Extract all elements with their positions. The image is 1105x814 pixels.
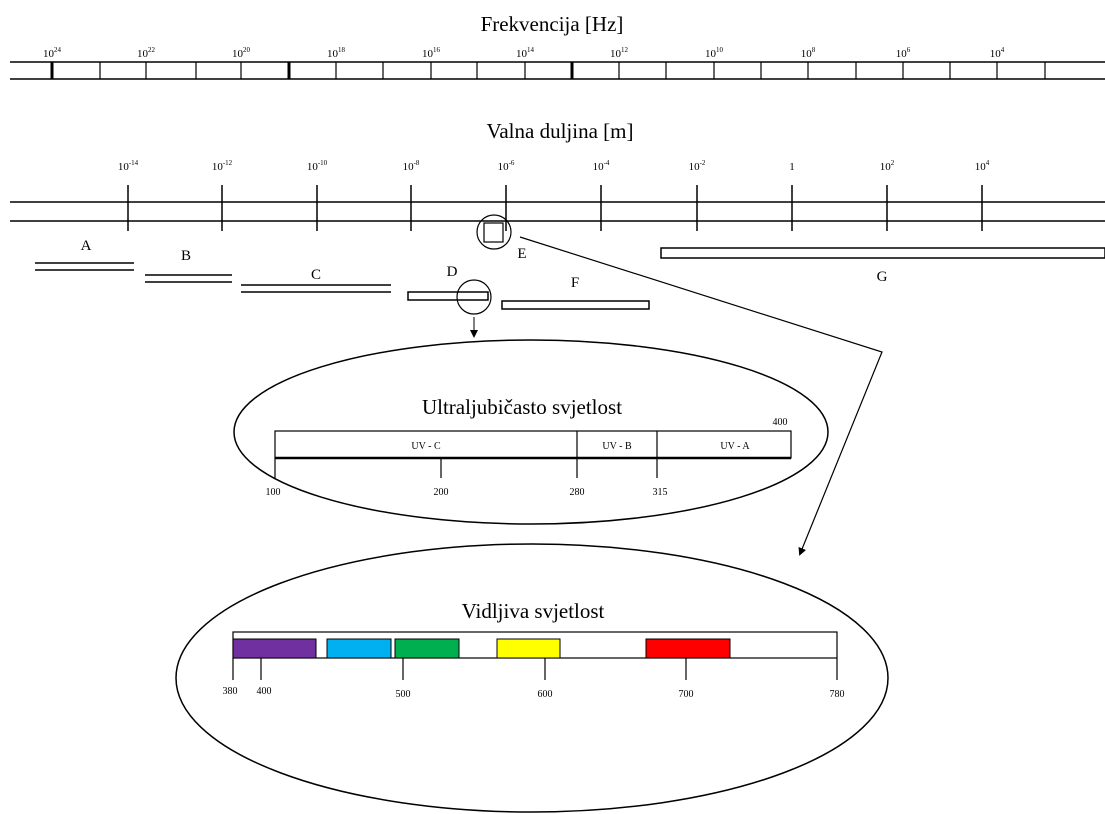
band-d-label: D <box>447 264 458 280</box>
vis-tick-600: 600 <box>538 689 553 700</box>
band-c-label: C <box>311 267 321 283</box>
frequency-label: 1010 <box>705 46 724 60</box>
uv-tick-100: 100 <box>266 487 281 498</box>
uv-end-label: 400 <box>773 417 788 428</box>
wavelength-label: 10-8 <box>403 159 420 173</box>
frequency-label: 1020 <box>232 46 251 60</box>
frequency-labels: 1024 1022 1020 1018 1016 1014 1012 1010 108 106 10… <box>43 46 1005 60</box>
uv-tick-200: 200 <box>434 487 449 498</box>
vis-tick-380: 380 <box>223 686 238 697</box>
uv-b-label: UV - B <box>602 441 632 452</box>
wavelength-label: 10-10 <box>307 159 328 173</box>
frequency-label: 1018 <box>327 46 346 60</box>
ultraviolet-panel: Ultraljubičasto svjetlost UV - C UV - B … <box>233 339 829 525</box>
uv-tick-280: 280 <box>570 487 585 498</box>
swatch-red <box>645 638 731 659</box>
frequency-axis <box>10 61 1105 80</box>
band-e: E <box>476 214 883 556</box>
wavelength-label: 10-2 <box>689 159 706 173</box>
vis-tick-780: 780 <box>830 689 845 700</box>
frequency-label: 1022 <box>137 46 156 60</box>
wavelength-label: 10-4 <box>593 159 610 173</box>
wavelength-label: 10-6 <box>498 159 515 173</box>
frequency-label: 106 <box>896 46 911 60</box>
band-g-label: G <box>877 269 888 285</box>
frequency-title: Frekvencija [Hz] <box>481 12 624 36</box>
band-c: C <box>241 267 391 293</box>
frequency-label: 1024 <box>43 46 62 60</box>
frequency-label: 104 <box>990 46 1005 60</box>
band-b: B <box>145 248 232 283</box>
vis-tick-500: 500 <box>396 689 411 700</box>
uv-c-label: UV - C <box>411 441 441 452</box>
band-e-label: E <box>517 246 526 262</box>
band-g: G <box>660 247 1105 285</box>
wavelength-labels: 10-14 10-12 10-10 10-8 10-6 10-4 10-2 1 102 104 <box>118 159 990 173</box>
band-d: D <box>407 264 492 338</box>
uv-a-label: UV - A <box>720 441 750 452</box>
wavelength-label: 104 <box>975 159 990 173</box>
vis-tick-700: 700 <box>679 689 694 700</box>
swatch-blue <box>326 638 392 659</box>
wavelength-axis <box>10 185 1105 231</box>
uv-tick-315: 315 <box>653 487 668 498</box>
visible-title: Vidljiva svjetlost <box>462 599 605 623</box>
frequency-label: 1014 <box>516 46 535 60</box>
swatch-green <box>394 638 460 659</box>
ultraviolet-title: Ultraljubičasto svjetlost <box>422 395 622 419</box>
wavelength-label: 102 <box>880 159 895 173</box>
frequency-label: 1012 <box>610 46 629 60</box>
band-b-label: B <box>181 248 191 264</box>
band-f-label: F <box>571 275 579 291</box>
wavelength-label: 10-12 <box>212 159 233 173</box>
swatch-violet <box>232 638 317 659</box>
visible-panel: Vidljiva svjetlost 380 400 500 600 700 7… <box>175 543 889 813</box>
vis-tick-400: 400 <box>257 686 272 697</box>
wavelength-title: Valna duljina [m] <box>487 119 634 143</box>
frequency-label: 108 <box>801 46 816 60</box>
swatch-yellow <box>496 638 561 659</box>
band-a-label: A <box>81 238 92 254</box>
band-a: A <box>35 238 134 271</box>
wavelength-label: 1 <box>789 161 795 173</box>
wavelength-label: 10-14 <box>118 159 139 173</box>
frequency-label: 1016 <box>422 46 441 60</box>
band-f: F <box>501 275 650 310</box>
